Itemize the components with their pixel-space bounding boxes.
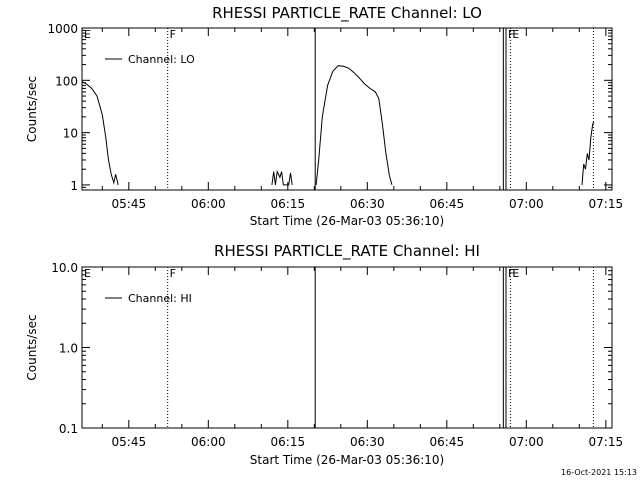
x-tick-label: 06:45 [430,197,465,211]
series-line-segment [271,169,293,186]
series-line-segment [315,65,393,186]
x-tick-label: 06:30 [350,435,385,449]
legend-label: Channel: HI [128,292,192,305]
flag-label: F [170,28,176,41]
x-tick-label: 06:15 [271,197,306,211]
y-tick-label: 0.1 [59,422,78,436]
x-tick-label: 05:45 [112,197,147,211]
y-tick-label: 1.0 [59,342,78,356]
flag-label: F [508,267,514,280]
y-tick-label: 1000 [47,22,78,36]
x-tick-label: 06:45 [430,435,465,449]
x-tick-label: 07:15 [589,197,624,211]
x-tick-label: 06:30 [350,197,385,211]
y-tick-label: 100 [55,74,78,88]
x-tick-label: 07:15 [589,435,624,449]
flag-label: E [512,28,519,41]
chart-title: RHESSI PARTICLE_RATE Channel: HI [214,242,480,261]
x-tick-label: 07:00 [509,197,544,211]
panel-hi: RHESSI PARTICLE_RATE Channel: HI 05:45 06:… [25,242,623,467]
y-tick-label: 1 [70,179,78,193]
panel-lo: RHESSI PARTICLE_RATE Channel: LO 05:45 06:… [25,4,623,228]
flag-label: F [508,28,514,41]
flag-label: F [170,267,176,280]
x-tick-label: 06:00 [191,435,226,449]
flag-label: E [84,267,91,280]
y-axis-label: Counts/sec [25,314,39,380]
y-tick-label: 10.0 [51,261,78,275]
x-axis-label: Start Time (26-Mar-03 05:36:10) [250,214,444,228]
x-tick-label: 05:45 [112,435,147,449]
series-line-segment [581,121,594,185]
series-line-segment [81,81,119,186]
flag-label: E [512,267,519,280]
y-axis-label: Counts/sec [25,76,39,142]
chart-title: RHESSI PARTICLE_RATE Channel: LO [212,4,482,23]
plot-frame [81,27,613,191]
y-tick-label: 10 [63,127,78,141]
x-tick-label: 06:15 [271,435,306,449]
x-tick-label: 06:00 [191,197,226,211]
legend-label: Channel: LO [128,53,195,66]
timestamp-label: 16-Oct-2021 15:13 [561,468,637,477]
x-axis-label: Start Time (26-Mar-03 05:36:10) [250,453,444,467]
x-tick-label: 07:00 [509,435,544,449]
flag-label: E [84,28,91,41]
